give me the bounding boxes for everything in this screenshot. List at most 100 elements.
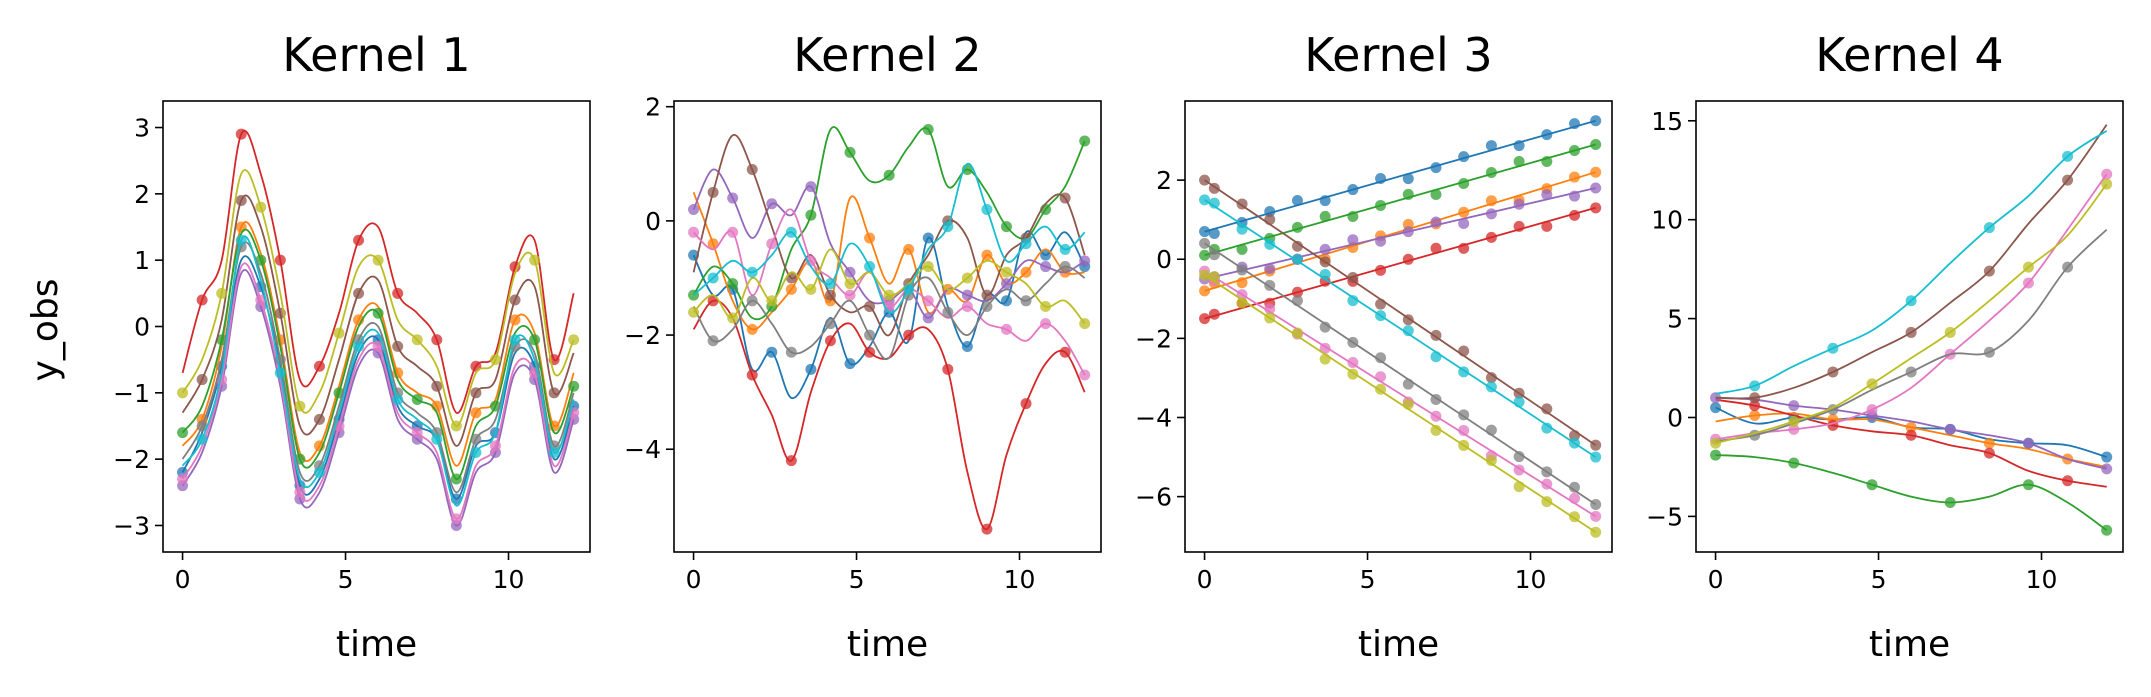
- observation-point: [1291, 240, 1303, 252]
- observation-point: [255, 294, 267, 306]
- observation-point: [824, 278, 836, 290]
- observation-point: [1319, 268, 1331, 280]
- observation-point: [1569, 118, 1581, 130]
- observation-point: [1079, 318, 1091, 330]
- observation-point: [1513, 155, 1525, 167]
- observation-point: [1827, 366, 1839, 378]
- observation-point: [1347, 271, 1359, 283]
- observation-point: [981, 203, 993, 215]
- observation-point: [1710, 402, 1722, 414]
- observation-point: [1402, 325, 1414, 337]
- observation-point: [1375, 235, 1387, 247]
- observation-point: [1430, 393, 1442, 405]
- observation-point: [746, 164, 758, 176]
- series-line: [1204, 119, 1596, 233]
- observation-point: [1513, 396, 1525, 408]
- observation-point: [1983, 447, 1995, 459]
- series-line: [1715, 183, 2108, 445]
- series-line: [692, 162, 1086, 314]
- observation-point: [1347, 336, 1359, 348]
- observation-point: [274, 367, 286, 379]
- y-tick-label: 0: [645, 207, 661, 236]
- observation-point: [1485, 166, 1497, 178]
- observation-point: [746, 266, 758, 278]
- observation-point: [1347, 184, 1359, 196]
- observation-point: [1541, 422, 1553, 434]
- observation-point: [688, 203, 700, 215]
- observation-point: [177, 427, 189, 439]
- observation-point: [1291, 286, 1303, 298]
- observation-point: [1485, 454, 1497, 466]
- observation-point: [1710, 392, 1722, 404]
- observation-point: [1513, 198, 1525, 210]
- plot-frame: [673, 100, 1102, 553]
- observation-point: [824, 335, 836, 347]
- observation-point: [470, 433, 482, 445]
- observation-point: [1430, 424, 1442, 436]
- observation-point: [489, 354, 501, 366]
- observation-point: [2022, 261, 2034, 273]
- observation-point: [844, 146, 856, 158]
- observation-point: [2062, 174, 2074, 186]
- observation-point: [235, 194, 247, 206]
- observation-point: [431, 433, 443, 445]
- observation-point: [864, 329, 876, 341]
- observation-point: [707, 272, 719, 284]
- observation-point: [1375, 199, 1387, 211]
- observation-point: [981, 289, 993, 301]
- series-line: [181, 169, 575, 427]
- y-tick-label: −5: [1646, 502, 1683, 531]
- plot-area: [1710, 124, 2113, 536]
- observation-point: [333, 327, 345, 339]
- observation-point: [1040, 261, 1052, 273]
- y-tick-label: 5: [1667, 305, 1683, 334]
- observation-point: [1866, 479, 1878, 491]
- observation-point: [1827, 342, 1839, 354]
- observation-point: [509, 314, 521, 326]
- y-tick-label: −2: [113, 445, 150, 474]
- observation-point: [509, 261, 521, 273]
- observation-point: [431, 380, 443, 392]
- observation-point: [1208, 308, 1220, 320]
- observation-point: [1788, 457, 1800, 469]
- y-tick-label: 10: [1651, 206, 1683, 235]
- observation-point: [548, 387, 560, 399]
- series-line: [1715, 396, 2107, 470]
- y-tick-label: 0: [1156, 245, 1172, 274]
- observation-point: [2101, 524, 2113, 536]
- observation-point: [1541, 220, 1553, 232]
- observation-point: [903, 243, 915, 255]
- observation-point: [766, 238, 778, 250]
- observation-point: [1020, 295, 1032, 307]
- observation-point: [1458, 345, 1470, 357]
- observation-point: [922, 295, 934, 307]
- chart-panels: Kernel 1 time 0 5 10 −3 −2 −1 0 1 2 3 Kernel 2 time 0 5…: [113, 28, 2124, 665]
- observation-point: [1199, 313, 1211, 325]
- observation-point: [470, 407, 482, 419]
- observation-point: [313, 466, 325, 478]
- observation-point: [1541, 156, 1553, 168]
- observation-point: [1000, 323, 1012, 335]
- observation-point: [707, 335, 719, 347]
- observation-point: [903, 283, 915, 295]
- series-line: [1204, 171, 1596, 292]
- observation-point: [942, 363, 954, 375]
- observation-point: [216, 287, 228, 299]
- observation-point: [785, 346, 797, 358]
- observation-point: [1569, 430, 1581, 442]
- observation-point: [1199, 226, 1211, 238]
- observation-point: [1458, 366, 1470, 378]
- observation-point: [1983, 265, 1995, 277]
- observation-point: [235, 234, 247, 246]
- observation-point: [294, 486, 306, 498]
- observation-point: [177, 387, 189, 399]
- observation-point: [1402, 226, 1414, 238]
- observation-point: [1199, 285, 1211, 297]
- y-tick-label: 3: [134, 114, 150, 143]
- y-tick-label: 2: [1156, 166, 1172, 195]
- x-tick-label: 10: [1515, 565, 1547, 594]
- observation-point: [688, 226, 700, 238]
- panel-title: Kernel 2: [793, 28, 981, 82]
- observation-point: [1402, 253, 1414, 265]
- observation-point: [1430, 216, 1442, 228]
